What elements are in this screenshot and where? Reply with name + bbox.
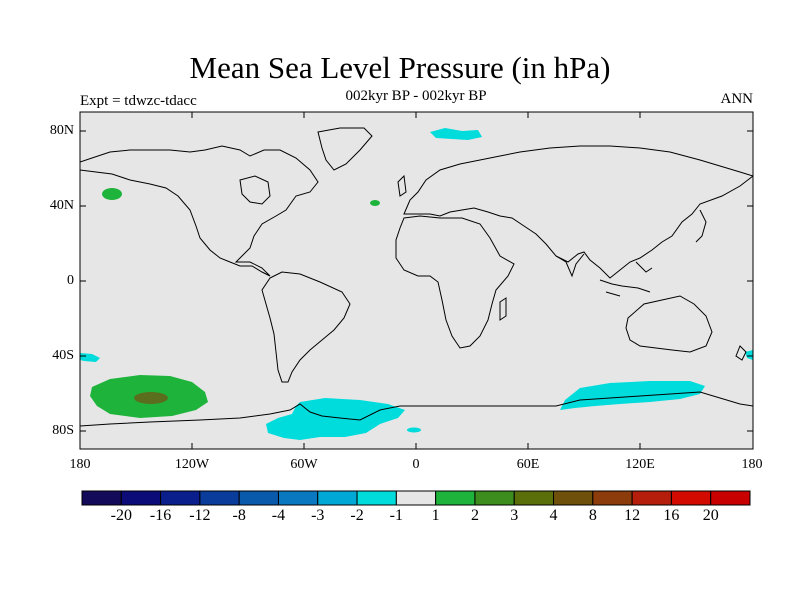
north-america-coast: [80, 145, 319, 277]
colorbar-label: 20: [702, 507, 719, 524]
colorbar-swatch: [120, 490, 162, 506]
colorbar-label: 12: [624, 507, 641, 524]
lat-label-80n: 80N: [49, 123, 74, 138]
eurasia-coast: [403, 145, 753, 279]
colorbar-label: 4: [549, 507, 558, 524]
new-zealand-coast: [735, 345, 747, 361]
coastlines: [80, 127, 753, 427]
colorbar-swatch: [238, 490, 279, 506]
colorbar-swatch: [513, 490, 555, 506]
colorbar-swatch: [356, 490, 397, 506]
colorbar-label: 1: [431, 507, 440, 524]
hudson-bay-coast: [239, 175, 271, 205]
season-label: ANN: [720, 91, 754, 107]
japan-coast: [695, 209, 707, 243]
colorbar-swatch: [474, 490, 515, 506]
indonesia-coast: [599, 261, 653, 297]
colorbar-label: 16: [663, 507, 680, 524]
lon-label-180w: 180: [69, 457, 91, 472]
small-negative-patch: [407, 427, 421, 433]
colorbar-label: -8: [232, 507, 246, 524]
colorbar-label: -16: [149, 507, 172, 524]
colorbar-swatch: [277, 490, 319, 506]
africa-coast: [395, 215, 515, 349]
colorbar-swatch: [395, 490, 437, 506]
lat-label-40s: 40S: [52, 348, 74, 363]
greenland-coast: [317, 127, 373, 171]
south-america-coast: [261, 271, 351, 383]
antarctica-coast: [80, 391, 753, 427]
india-coast: [555, 253, 585, 278]
colorbar-label: -2: [350, 507, 364, 524]
colorbar-swatch: [670, 490, 712, 506]
map-title: Mean Sea Level Pressure (in hPa): [189, 50, 611, 85]
colorbar-label: -1: [389, 507, 403, 524]
colorbar-label: -4: [271, 507, 286, 524]
colorbar-label: -12: [189, 507, 211, 524]
pacific-edge-negative-patch: [80, 353, 100, 362]
colorbar-label: 8: [588, 507, 597, 524]
colorbar-label: -20: [110, 507, 132, 524]
nz-negative-patch: [745, 350, 753, 360]
colorbar-swatch: [199, 490, 240, 506]
experiment-label: Expt = tdwzc-tdacc: [80, 93, 197, 109]
lat-label-0: 0: [67, 273, 74, 288]
axis-ticks: [80, 112, 753, 449]
atlantic-positive-patch: [370, 200, 380, 206]
anomaly-shading: [80, 128, 753, 440]
madagascar-coast: [499, 297, 507, 321]
australia-coast: [625, 295, 713, 353]
lon-label-120w: 120W: [174, 457, 210, 472]
uk-coast: [397, 174, 407, 197]
lon-label-0: 0: [412, 457, 420, 472]
weddell-negative-patch: [266, 398, 405, 440]
colorbar: [81, 490, 751, 506]
colorbar-swatch: [631, 490, 672, 506]
south-pacific-strong-positive-core: [134, 392, 168, 404]
lon-label-180e: 180: [741, 457, 763, 472]
lon-label-60e: 60E: [516, 457, 540, 472]
north-pacific-positive-patch: [102, 188, 122, 200]
map-subtitle: 002kyr BP - 002kyr BP: [345, 88, 487, 104]
colorbar-swatch: [435, 490, 476, 506]
lat-label-40n: 40N: [49, 198, 74, 213]
colorbar-swatch: [81, 490, 122, 506]
colorbar-swatch: [553, 490, 594, 506]
colorbar-label: -3: [311, 507, 325, 524]
lon-label-60w: 60W: [290, 457, 318, 472]
colorbar-swatch: [710, 490, 751, 506]
colorbar-swatch: [160, 490, 201, 506]
colorbar-swatch: [592, 490, 633, 506]
colorbar-label: 2: [470, 507, 479, 524]
lon-label-120e: 120E: [625, 457, 655, 472]
lat-label-80s: 80S: [52, 423, 74, 438]
arctic-negative-patch: [430, 128, 482, 140]
colorbar-label: 3: [510, 507, 519, 524]
colorbar-swatch: [317, 490, 358, 506]
indian-ocean-negative-patch: [560, 381, 705, 410]
